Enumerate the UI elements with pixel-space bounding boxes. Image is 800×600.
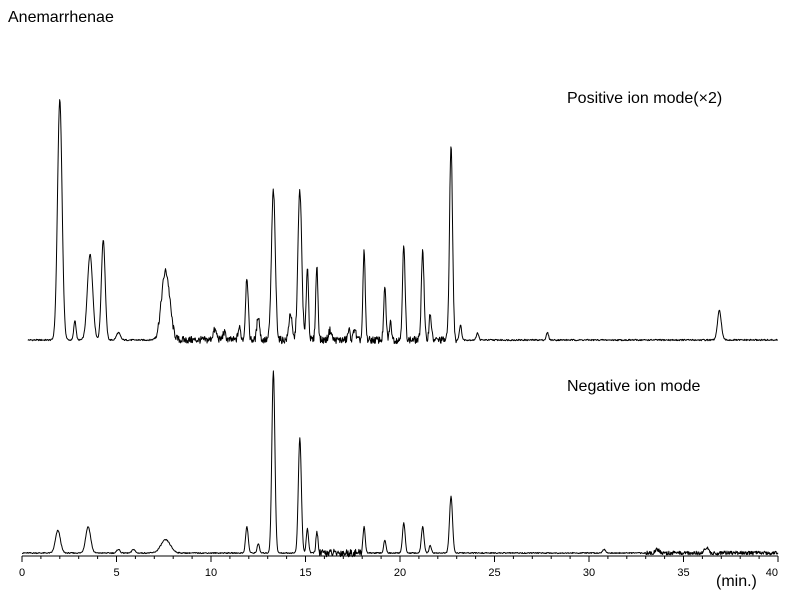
x-tick-label-25: 25 bbox=[488, 567, 500, 579]
x-axis-label: (min.) bbox=[716, 573, 757, 590]
x-axis-ticks: 0 5 10 15 20 25 30 35 40 bbox=[19, 556, 779, 579]
chart-title: Anemarrhenae bbox=[8, 9, 114, 26]
x-tick-label-0: 0 bbox=[19, 567, 25, 579]
x-tick-label-35: 35 bbox=[677, 567, 689, 579]
negative-ion-mode-trace bbox=[21, 370, 779, 558]
x-tick-label-5: 5 bbox=[113, 567, 119, 579]
x-tick-label-10: 10 bbox=[205, 567, 217, 579]
positive-ion-mode-label: Positive ion mode(×2) bbox=[567, 90, 722, 107]
x-tick-label-40: 40 bbox=[766, 567, 778, 579]
x-tick-label-15: 15 bbox=[299, 567, 311, 579]
negative-ion-mode-label: Negative ion mode bbox=[567, 378, 701, 395]
positive-ion-mode-trace bbox=[27, 99, 778, 345]
x-tick-label-30: 30 bbox=[583, 567, 595, 579]
x-tick-label-20: 20 bbox=[394, 567, 406, 579]
